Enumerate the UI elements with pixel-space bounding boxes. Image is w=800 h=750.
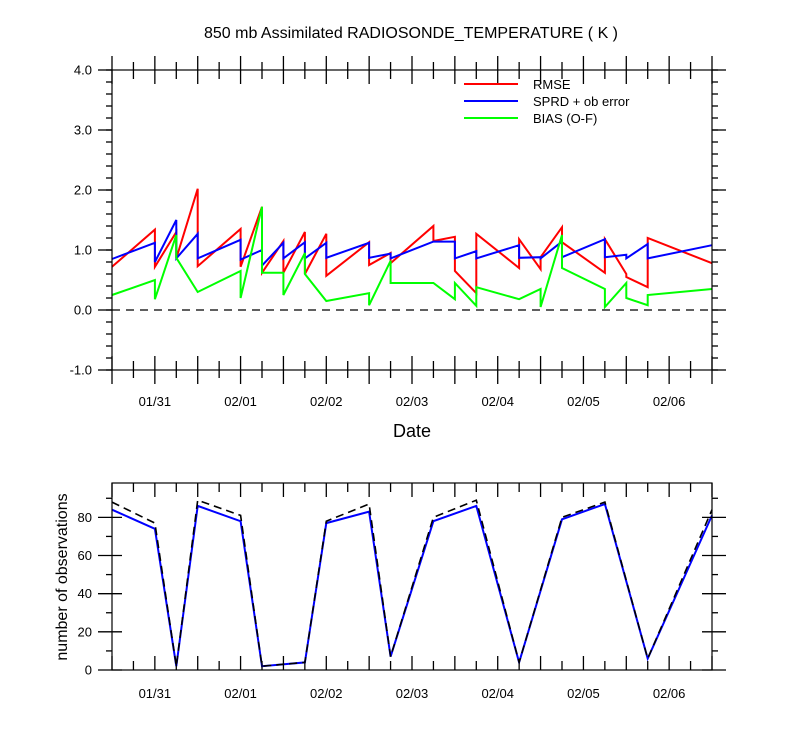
top-series-lines — [111, 188, 713, 310]
top-y-tick-label: 3.0 — [74, 123, 92, 138]
top-x-tick-label: 02/01 — [224, 394, 257, 409]
bottom-x-tick-label: 02/02 — [310, 686, 343, 701]
legend-label-1: SPRD + ob error — [533, 94, 630, 109]
bottom-x-tick-label: 02/04 — [481, 686, 514, 701]
bottom-x-tick-label: 02/05 — [567, 686, 600, 701]
top-y-tick-labels: -1.0 0.0 1.0 2.0 3.0 4.0 — [70, 63, 92, 378]
top-x-tick-label: 02/04 — [481, 394, 514, 409]
top-chart-title: 850 mb Assimilated RADIOSONDE_TEMPERATUR… — [204, 25, 618, 42]
bottom-y-axis-label: number of observations — [54, 493, 71, 660]
legend-label-0: RMSE — [533, 77, 571, 92]
top-axis-ticks — [98, 56, 726, 384]
top-panel: 850 mb Assimilated RADIOSONDE_TEMPERATUR… — [70, 25, 726, 441]
bottom-axis-ticks — [98, 483, 726, 671]
top-x-tick-label: 02/05 — [567, 394, 600, 409]
bottom-plot-frame — [111, 482, 713, 671]
bottom-y-tick-label: 20 — [78, 624, 92, 639]
bottom-x-tick-label: 02/01 — [224, 686, 257, 701]
bottom-y-tick-label: 40 — [78, 586, 92, 601]
bottom-x-tick-labels: 01/31 02/01 02/02 02/03 02/04 02/05 02/06 — [139, 686, 686, 701]
top-x-axis-label: Date — [393, 421, 431, 441]
top-series-line-1 — [111, 219, 713, 269]
bottom-x-tick-label: 01/31 — [139, 686, 172, 701]
top-y-tick-label: 0.0 — [74, 303, 92, 318]
top-x-tick-label: 02/02 — [310, 394, 343, 409]
bottom-y-tick-labels: 0 20 40 60 80 — [78, 510, 92, 678]
top-y-tick-label: 4.0 — [74, 63, 92, 78]
bottom-panel: 0 20 40 60 80 01/31 02/01 02/02 02/03 02/04 02/05… — [54, 482, 726, 701]
top-x-tick-label: 02/06 — [653, 394, 686, 409]
bottom-y-tick-label: 60 — [78, 548, 92, 563]
top-y-tick-label: -1.0 — [70, 363, 92, 378]
bottom-y-tick-label: 0 — [85, 663, 92, 678]
top-series-line-2 — [111, 206, 713, 310]
top-x-tick-label: 02/03 — [396, 394, 429, 409]
bottom-series-line-1 — [111, 499, 713, 668]
top-y-tick-label: 1.0 — [74, 243, 92, 258]
legend: RMSE SPRD + ob error BIAS (O-F) — [464, 77, 630, 126]
top-x-tick-labels: 01/31 02/01 02/02 02/03 02/04 02/05 02/06 — [139, 394, 686, 409]
bottom-x-tick-label: 02/03 — [396, 686, 429, 701]
bottom-y-tick-label: 80 — [78, 510, 92, 525]
bottom-series-lines — [111, 499, 713, 668]
legend-label-2: BIAS (O-F) — [533, 111, 597, 126]
bottom-x-tick-label: 02/06 — [653, 686, 686, 701]
top-plot-frame — [111, 69, 713, 371]
top-y-tick-label: 2.0 — [74, 183, 92, 198]
top-x-tick-label: 01/31 — [139, 394, 172, 409]
top-series-line-0 — [111, 188, 713, 296]
